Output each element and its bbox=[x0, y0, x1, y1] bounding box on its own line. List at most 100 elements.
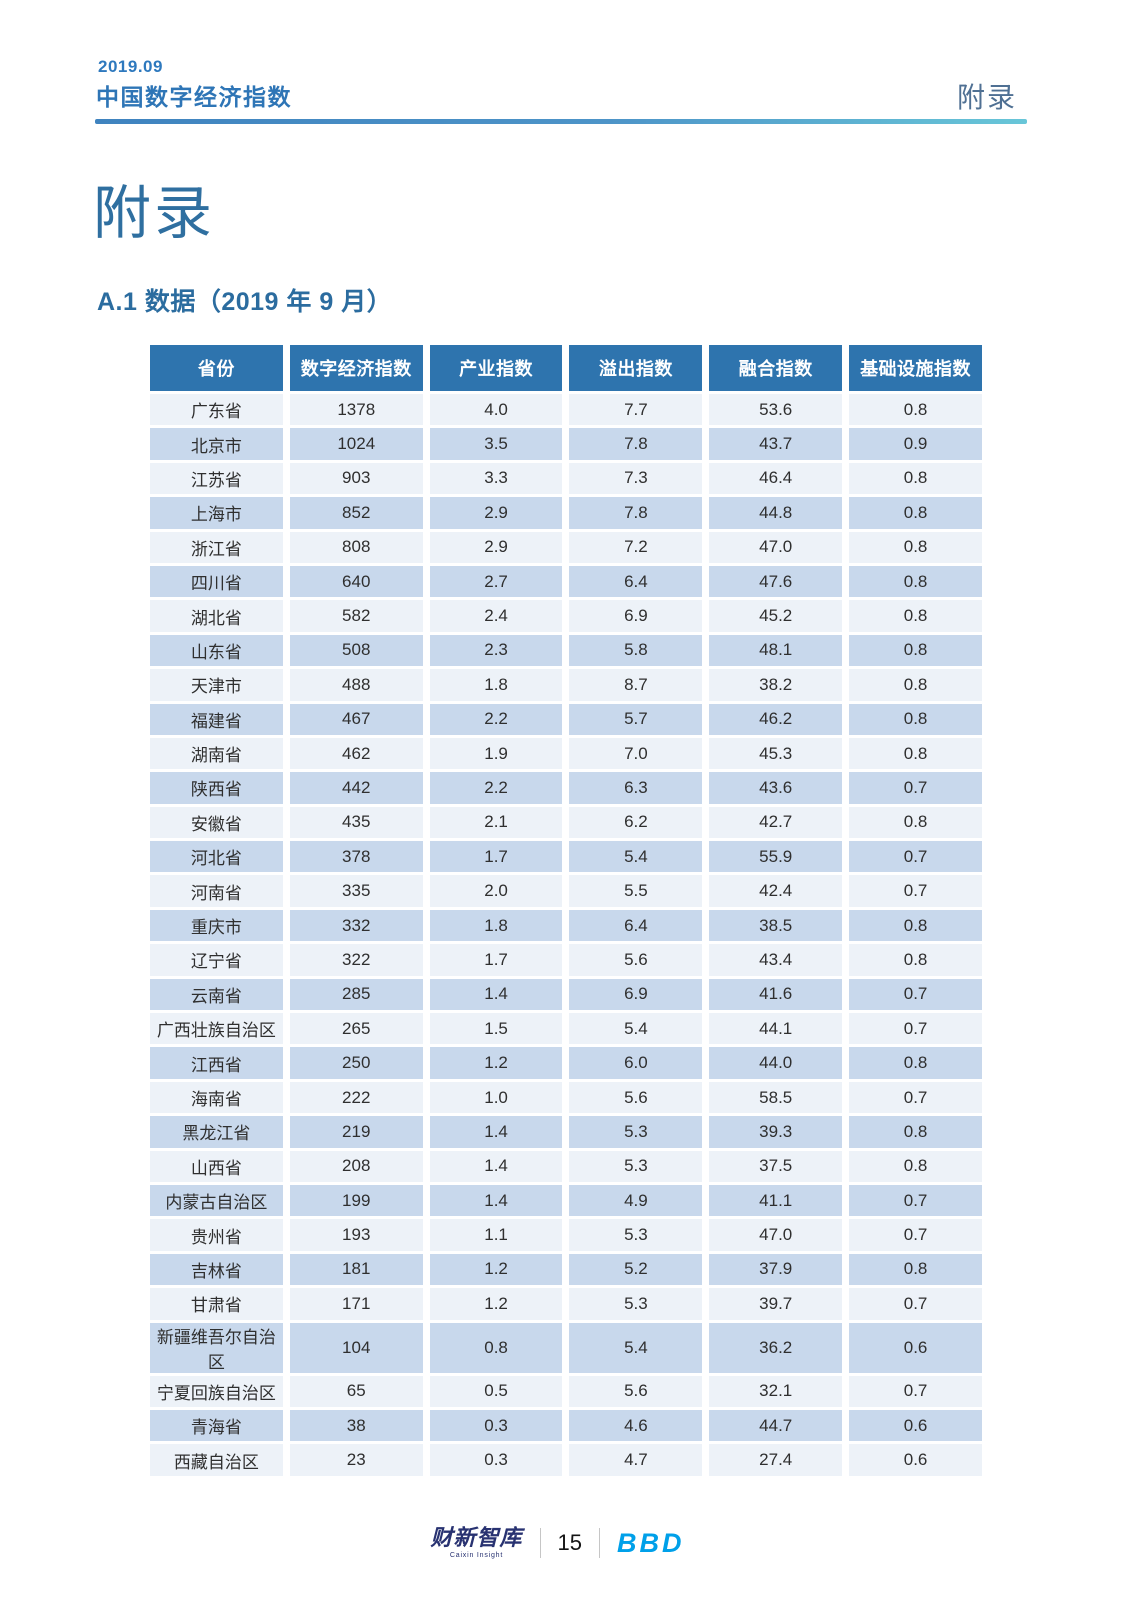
column-header-5: 基础设施指数 bbox=[849, 345, 982, 391]
header-section-label: 附录 bbox=[956, 82, 1017, 113]
value-cell: 0.8 bbox=[849, 600, 982, 632]
value-cell: 222 bbox=[289, 1081, 423, 1114]
value-cell: 5.4 bbox=[569, 841, 703, 873]
value-cell: 808 bbox=[289, 531, 423, 563]
province-cell: 贵州省 bbox=[150, 1219, 283, 1251]
province-cell: 海南省 bbox=[150, 1081, 283, 1114]
table-row: 黑龙江省 219 1.4 5.3 39.3 0.8 bbox=[150, 1116, 982, 1148]
value-cell: 42.4 bbox=[709, 875, 843, 907]
province-cell: 辽宁省 bbox=[150, 944, 283, 976]
table-row: 天津市 488 1.8 8.7 38.2 0.8 bbox=[150, 669, 982, 701]
section-heading: A.1 数据（2019 年 9 月） bbox=[97, 288, 393, 316]
value-cell: 2.2 bbox=[429, 703, 563, 735]
value-cell: 2.3 bbox=[429, 634, 563, 667]
value-cell: 1.2 bbox=[429, 1288, 563, 1320]
value-cell: 58.5 bbox=[709, 1081, 843, 1114]
value-cell: 27.4 bbox=[709, 1444, 843, 1476]
value-cell: 45.2 bbox=[709, 600, 843, 632]
value-cell: 5.6 bbox=[569, 1081, 703, 1114]
province-cell: 黑龙江省 bbox=[150, 1116, 283, 1148]
province-cell: 广东省 bbox=[150, 394, 283, 426]
value-cell: 199 bbox=[289, 1184, 423, 1217]
value-cell: 43.7 bbox=[709, 428, 843, 460]
province-cell: 天津市 bbox=[150, 669, 283, 701]
province-cell: 重庆市 bbox=[150, 909, 283, 942]
value-cell: 2.9 bbox=[429, 531, 563, 563]
table-header-row: 省份 数字经济指数 产业指数 溢出指数 融合指数 基础设施指数 bbox=[150, 345, 982, 391]
value-cell: 41.1 bbox=[709, 1184, 843, 1217]
value-cell: 0.8 bbox=[849, 462, 982, 495]
value-cell: 508 bbox=[289, 634, 423, 667]
value-cell: 5.6 bbox=[569, 944, 703, 976]
table-row: 西藏自治区 23 0.3 4.7 27.4 0.6 bbox=[150, 1444, 982, 1476]
value-cell: 0.6 bbox=[849, 1409, 982, 1442]
province-cell: 青海省 bbox=[150, 1409, 283, 1442]
province-cell: 上海市 bbox=[150, 497, 283, 529]
value-cell: 38.2 bbox=[709, 669, 843, 701]
value-cell: 0.7 bbox=[849, 841, 982, 873]
value-cell: 0.8 bbox=[849, 565, 982, 598]
value-cell: 435 bbox=[289, 806, 423, 839]
value-cell: 181 bbox=[289, 1253, 423, 1286]
table-row: 青海省 38 0.3 4.6 44.7 0.6 bbox=[150, 1409, 982, 1442]
value-cell: 5.3 bbox=[569, 1150, 703, 1182]
value-cell: 903 bbox=[289, 462, 423, 495]
value-cell: 335 bbox=[289, 875, 423, 907]
column-header-4: 融合指数 bbox=[709, 345, 843, 391]
value-cell: 0.8 bbox=[849, 394, 982, 426]
value-cell: 1.4 bbox=[429, 1116, 563, 1148]
value-cell: 1.9 bbox=[429, 737, 563, 770]
value-cell: 1.2 bbox=[429, 1253, 563, 1286]
province-cell: 湖北省 bbox=[150, 600, 283, 632]
value-cell: 0.7 bbox=[849, 1375, 982, 1407]
value-cell: 2.0 bbox=[429, 875, 563, 907]
value-cell: 8.7 bbox=[569, 669, 703, 701]
value-cell: 219 bbox=[289, 1116, 423, 1148]
value-cell: 32.1 bbox=[709, 1375, 843, 1407]
value-cell: 5.3 bbox=[569, 1116, 703, 1148]
table-row: 江苏省 903 3.3 7.3 46.4 0.8 bbox=[150, 462, 982, 495]
value-cell: 0.7 bbox=[849, 875, 982, 907]
value-cell: 2.9 bbox=[429, 497, 563, 529]
table-row: 湖北省 582 2.4 6.9 45.2 0.8 bbox=[150, 600, 982, 632]
value-cell: 0.5 bbox=[429, 1375, 563, 1407]
value-cell: 250 bbox=[289, 1047, 423, 1079]
page-title: 附录 bbox=[93, 181, 216, 246]
value-cell: 0.8 bbox=[849, 909, 982, 942]
value-cell: 0.8 bbox=[849, 634, 982, 667]
table-row: 吉林省 181 1.2 5.2 37.9 0.8 bbox=[150, 1253, 982, 1286]
value-cell: 193 bbox=[289, 1219, 423, 1251]
table-row: 浙江省 808 2.9 7.2 47.0 0.8 bbox=[150, 531, 982, 563]
province-cell: 宁夏回族自治区 bbox=[150, 1375, 283, 1407]
value-cell: 44.8 bbox=[709, 497, 843, 529]
footer-divider-right bbox=[599, 1528, 600, 1558]
province-cell: 北京市 bbox=[150, 428, 283, 460]
value-cell: 332 bbox=[289, 909, 423, 942]
value-cell: 1.4 bbox=[429, 1150, 563, 1182]
value-cell: 1.8 bbox=[429, 909, 563, 942]
value-cell: 43.4 bbox=[709, 944, 843, 976]
table-row: 湖南省 462 1.9 7.0 45.3 0.8 bbox=[150, 737, 982, 770]
value-cell: 5.2 bbox=[569, 1253, 703, 1286]
province-cell: 云南省 bbox=[150, 978, 283, 1011]
header-report-title: 中国数字经济指数 bbox=[96, 84, 292, 110]
table-row: 安徽省 435 2.1 6.2 42.7 0.8 bbox=[150, 806, 982, 839]
value-cell: 48.1 bbox=[709, 634, 843, 667]
province-cell: 江西省 bbox=[150, 1047, 283, 1079]
value-cell: 7.3 bbox=[569, 462, 703, 495]
table-row: 广东省 1378 4.0 7.7 53.6 0.8 bbox=[150, 394, 982, 426]
table-row: 云南省 285 1.4 6.9 41.6 0.7 bbox=[150, 978, 982, 1011]
column-header-0: 省份 bbox=[150, 345, 283, 391]
value-cell: 43.6 bbox=[709, 772, 843, 804]
value-cell: 4.6 bbox=[569, 1409, 703, 1442]
value-cell: 47.0 bbox=[709, 531, 843, 563]
table-row: 海南省 222 1.0 5.6 58.5 0.7 bbox=[150, 1081, 982, 1114]
bbd-logo: BBD bbox=[617, 1527, 685, 1558]
value-cell: 6.9 bbox=[569, 978, 703, 1011]
footer-divider-left bbox=[539, 1528, 541, 1558]
value-cell: 640 bbox=[289, 565, 423, 598]
value-cell: 6.2 bbox=[569, 806, 703, 839]
value-cell: 171 bbox=[289, 1288, 423, 1320]
value-cell: 46.4 bbox=[709, 462, 843, 495]
value-cell: 0.8 bbox=[849, 806, 982, 839]
